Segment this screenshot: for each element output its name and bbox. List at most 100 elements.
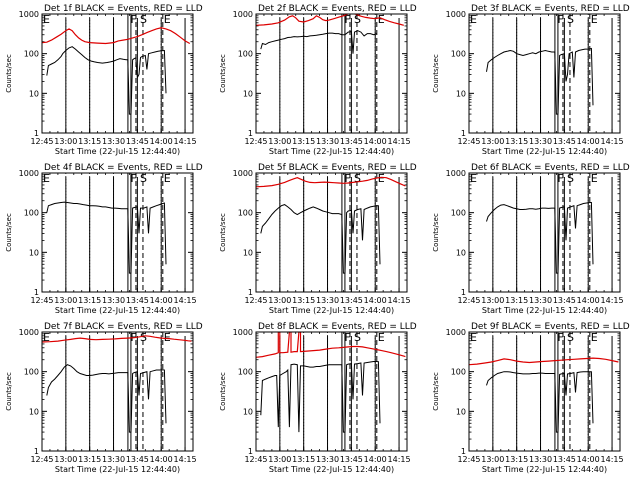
x-tick-label: 14:00 [577, 137, 600, 146]
x-tick-label: 12:45 [244, 137, 267, 146]
x-tick-label: 14:15 [388, 296, 411, 305]
events-series-line [486, 202, 594, 274]
y-tick-label: 1 [34, 129, 39, 138]
x-tick-label: 14:00 [364, 455, 387, 464]
marker-label: E [43, 13, 50, 26]
x-tick-label: 14:15 [388, 455, 411, 464]
plot-frame [41, 172, 194, 293]
x-tick-label: 12:45 [244, 455, 267, 464]
events-series-line [46, 364, 167, 433]
marker-label: F [344, 13, 350, 26]
y-tick-label: 100 [24, 50, 39, 59]
y-tick-label: 1000 [446, 169, 466, 178]
y-tick-label: 10 [243, 407, 253, 416]
panel-title: Det 4f BLACK = Events, RED = LLD [44, 163, 203, 173]
lld-series-line [256, 332, 406, 358]
marker-label: E [43, 172, 50, 185]
y-tick-label: 100 [238, 368, 253, 377]
panel-title: Det 7f BLACK = Events, RED = LLD [44, 322, 203, 332]
x-tick-label: 13:00 [54, 296, 77, 305]
y-tick-label: 1000 [233, 10, 253, 19]
panel-det-6f: Det 6f BLACK = Events, RED = LLD Counts/s… [432, 163, 630, 315]
panel-det-4f: Det 4f BLACK = Events, RED = LLD Counts/s… [5, 163, 203, 315]
y-axis-label: Counts/sec [5, 54, 13, 93]
x-tick-label: 13:15 [78, 455, 101, 464]
x-tick-label: 13:00 [268, 137, 291, 146]
x-tick-label: 13:45 [553, 296, 576, 305]
panel-det-3f: Det 3f BLACK = Events, RED = LLD Counts/s… [432, 4, 630, 156]
y-tick-label: 10 [29, 248, 39, 257]
y-tick-label: 10 [29, 407, 39, 416]
y-tick-label: 10 [456, 248, 466, 257]
x-tick-label: 14:15 [388, 137, 411, 146]
marker-label: E [470, 13, 477, 26]
x-tick-label: 13:45 [126, 455, 149, 464]
panel-det-1f: Det 1f BLACK = Events, RED = LLD Counts/s… [5, 4, 203, 156]
plot-frame [41, 13, 194, 134]
y-axis-label: Counts/sec [5, 372, 13, 411]
marker-label: E [378, 172, 385, 185]
x-tick-label: 13:45 [126, 137, 149, 146]
plot-frame [41, 331, 194, 452]
x-axis-label: Start Time (22-Jul-15 12:44:40) [482, 465, 607, 474]
x-axis-label: Start Time (22-Jul-15 12:44:40) [482, 147, 607, 156]
marker-label: E [164, 13, 171, 26]
x-tick-label: 13:00 [481, 137, 504, 146]
events-series-line [260, 30, 377, 54]
series-group [486, 202, 594, 274]
y-tick-label: 1 [248, 288, 253, 297]
marker-label: F [557, 172, 563, 185]
marker-label: F [557, 331, 563, 344]
x-tick-label: 13:00 [481, 296, 504, 305]
x-tick-label: 13:30 [529, 296, 552, 305]
x-tick-label: 13:15 [292, 455, 315, 464]
series-group [256, 332, 406, 433]
y-tick-label: 10 [243, 89, 253, 98]
x-tick-label: 12:45 [457, 137, 480, 146]
marker-label: E [470, 172, 477, 185]
lld-series-line [42, 335, 192, 343]
plot-frame [255, 13, 408, 134]
y-tick-label: 100 [24, 209, 39, 218]
x-tick-label: 12:45 [30, 137, 53, 146]
x-tick-label: 13:30 [102, 137, 125, 146]
lld-series-line [42, 27, 191, 45]
marker-label: S [140, 172, 147, 185]
plot-frame [468, 172, 621, 293]
x-tick-label: 14:15 [174, 296, 197, 305]
x-tick-label: 14:15 [601, 455, 624, 464]
x-tick-label: 13:00 [481, 455, 504, 464]
y-axis-label: Counts/sec [219, 213, 227, 252]
x-tick-label: 14:00 [150, 455, 173, 464]
marker-label: S [140, 13, 147, 26]
x-tick-label: 14:00 [150, 296, 173, 305]
x-tick-label: 13:00 [54, 137, 77, 146]
y-axis-label: Counts/sec [432, 54, 440, 93]
x-tick-label: 14:00 [577, 455, 600, 464]
y-tick-label: 100 [238, 209, 253, 218]
x-tick-label: 14:00 [150, 137, 173, 146]
x-tick-label: 14:00 [364, 137, 387, 146]
marker-label: S [354, 13, 361, 26]
events-series-line [46, 201, 167, 274]
x-tick-label: 13:15 [505, 137, 528, 146]
panel-det-2f: Det 2f BLACK = Events, RED = LLD Counts/s… [219, 4, 417, 156]
marker-label: E [470, 331, 477, 344]
marker-label: F [130, 172, 136, 185]
y-tick-label: 1000 [446, 10, 466, 19]
y-tick-label: 1000 [19, 328, 39, 337]
marker-label: E [378, 331, 385, 344]
marker-label: E [164, 331, 171, 344]
series-group [486, 47, 594, 115]
y-tick-label: 1 [34, 288, 39, 297]
y-tick-label: 100 [24, 368, 39, 377]
x-tick-label: 13:45 [553, 137, 576, 146]
x-tick-label: 12:45 [30, 455, 53, 464]
series-group [42, 27, 191, 115]
series-group [256, 176, 406, 274]
panel-det-8f: Det 8f BLACK = Events, RED = LLD Counts/s… [219, 322, 417, 474]
x-tick-label: 13:15 [505, 296, 528, 305]
x-axis-label: Start Time (22-Jul-15 12:44:40) [269, 465, 394, 474]
y-tick-label: 1000 [233, 169, 253, 178]
